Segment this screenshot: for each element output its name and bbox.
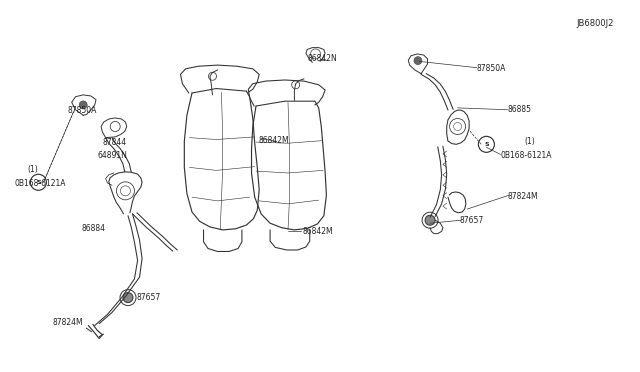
Text: 86842N: 86842N	[307, 54, 337, 63]
Text: 87657: 87657	[460, 216, 484, 225]
Text: 87850A: 87850A	[477, 64, 506, 73]
Text: 86884: 86884	[82, 224, 106, 232]
Text: (1): (1)	[27, 165, 38, 174]
Text: 86842M: 86842M	[302, 227, 333, 236]
Circle shape	[79, 101, 87, 109]
Circle shape	[123, 293, 133, 302]
Text: 87850A: 87850A	[67, 106, 97, 115]
Circle shape	[414, 57, 422, 65]
Text: 0B168-6121A: 0B168-6121A	[500, 151, 552, 160]
Text: 87657: 87657	[136, 293, 161, 302]
Text: 0B168-6121A: 0B168-6121A	[14, 179, 65, 187]
Text: JB6800J2: JB6800J2	[576, 19, 613, 28]
Text: 64891N: 64891N	[98, 151, 128, 160]
Text: S: S	[484, 142, 489, 147]
Text: (1): (1)	[525, 137, 536, 146]
Circle shape	[425, 215, 435, 225]
Text: S: S	[36, 180, 41, 185]
Text: 86885: 86885	[508, 105, 531, 114]
Text: 87824M: 87824M	[52, 318, 83, 327]
Text: 87844: 87844	[102, 138, 127, 147]
Text: 87824M: 87824M	[508, 192, 538, 201]
Text: 86842M: 86842M	[259, 136, 289, 145]
